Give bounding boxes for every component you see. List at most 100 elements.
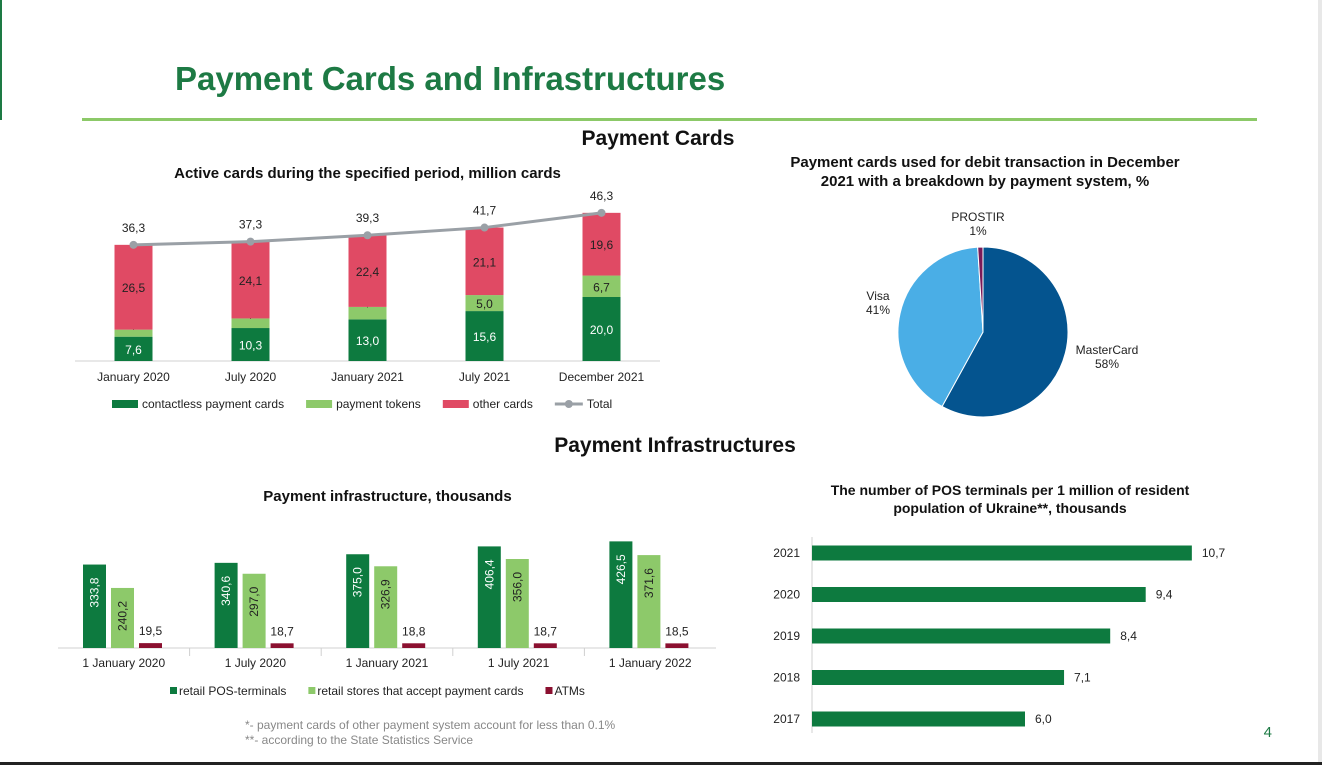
total-label: 39,3 [356, 211, 380, 225]
bar-atms-1-july-2021 [533, 643, 557, 648]
legend-label-total: Total [587, 397, 612, 411]
data-label-contactless-payment-cards-july-2020: 10,3 [239, 339, 263, 353]
bar-payment-tokens-january-2021 [348, 306, 387, 320]
bar-2017 [812, 711, 1025, 727]
section-title-cards: Payment Cards [581, 127, 735, 150]
right-edge-strip [1318, 0, 1322, 765]
bar-2019 [812, 628, 1111, 644]
bar-other-cards-december-2021 [582, 212, 621, 276]
total-point [129, 240, 138, 249]
data-label-contactless-payment-cards-july-2021: 15,6 [473, 330, 497, 344]
data-label-2020: 9,4 [1156, 588, 1173, 602]
legend-swatch-payment-tokens [306, 400, 333, 408]
chart-title-infrastructure: Payment infrastructure, thousands [263, 488, 512, 505]
data-label-other-cards-july-2020: 24,1 [239, 274, 263, 288]
pie-label-value-mastercard: 58% [1095, 357, 1119, 371]
y-tick-label: 2020 [773, 588, 800, 602]
bar-other-cards-january-2020 [114, 244, 153, 330]
data-label-retail-pos-terminals-1-january-2022: 426,5 [614, 554, 628, 584]
data-label-retail-stores-that-accept-payment-cards-1-january-2021: 326,9 [379, 579, 393, 609]
legend-swatch-contactless-payment-cards [112, 400, 138, 408]
data-label-2017: 6,0 [1035, 712, 1052, 726]
pie-label-value-prostir: 1% [969, 224, 987, 238]
bar-retail-stores-that-accept-payment-cards-1-july-2020 [242, 573, 266, 648]
total-label: 36,3 [122, 221, 146, 235]
data-label-2019: 8,4 [1120, 629, 1137, 643]
bar-atms-1-january-2020 [139, 643, 162, 648]
data-label-atms-1-january-2022: 18,5 [665, 624, 689, 638]
chart-title-active-cards: Active cards during the specified period… [174, 165, 561, 182]
x-tick-label: 1 January 2022 [609, 656, 692, 670]
footnote-1: *- payment cards of other payment system… [245, 718, 616, 732]
legend-label-contactless-payment-cards: contactless payment cards [142, 397, 284, 411]
data-label-retail-stores-that-accept-payment-cards-1-july-2020: 297,0 [247, 586, 261, 616]
legend-marker-total [564, 400, 573, 408]
pie-label-name-prostir: PROSTIR [951, 210, 1005, 224]
data-label-atms-1-july-2021: 18,7 [534, 624, 558, 638]
bar-contactless-payment-cards-december-2021 [582, 297, 621, 361]
y-tick-label: 2021 [773, 546, 800, 560]
bar-payment-tokens-december-2021 [582, 275, 621, 297]
y-tick-label: 2018 [773, 671, 800, 685]
pos-per-million-chart: 2021 10,7 2020 9,4 2019 8,4 2018 7,1 2017 6,0 [773, 537, 1226, 733]
bar-other-cards-january-2021 [348, 235, 387, 307]
data-label-other-cards-january-2020: 26,5 [122, 281, 146, 295]
data-label-contactless-payment-cards-january-2021: 13,0 [356, 334, 380, 348]
data-label-retail-stores-that-accept-payment-cards-1-july-2021: 356,0 [510, 572, 524, 602]
y-tick-label: 2019 [773, 629, 800, 643]
total-point [363, 231, 372, 240]
pie-slice-visa [897, 246, 984, 408]
bar-retail-pos-terminals-1-january-2020 [83, 564, 106, 648]
pie-label-value-visa: 41% [866, 303, 890, 317]
left-edge-line [0, 0, 2, 120]
data-label-retail-pos-terminals-1-july-2020: 340,6 [219, 576, 233, 606]
data-label-payment-tokens-july-2021: 5,0 [476, 297, 493, 311]
bar-retail-pos-terminals-1-january-2021 [346, 554, 370, 648]
legend-label-retail-stores-that-accept-payment-cards: retail stores that accept payment cards [317, 684, 523, 698]
bar-other-cards-july-2020 [231, 241, 270, 319]
bar-contactless-payment-cards-january-2021 [348, 319, 387, 361]
bar-retail-stores-that-accept-payment-cards-1-july-2021 [505, 559, 529, 648]
total-point [597, 208, 606, 217]
legend-label-retail-pos-terminals: retail POS-terminals [179, 684, 286, 698]
data-label-retail-pos-terminals-1-january-2021: 375,0 [351, 567, 365, 597]
data-label-payment-tokens-december-2021: 6,7 [593, 280, 610, 294]
data-label-2021: 10,7 [1202, 546, 1226, 560]
bar-retail-stores-that-accept-payment-cards-1-january-2020 [111, 587, 134, 648]
bar-2020 [812, 587, 1146, 602]
data-label-contactless-payment-cards-december-2021: 20,0 [590, 323, 614, 337]
slide-number: 4 [1263, 724, 1272, 741]
data-label-retail-pos-terminals-1-july-2021: 406,4 [482, 559, 496, 589]
section-title-infrastructures: Payment Infrastructures [554, 434, 796, 457]
pie-label-name-visa: Visa [866, 289, 889, 303]
x-tick-label: December 2021 [559, 370, 645, 384]
bar-other-cards-july-2021 [465, 227, 504, 296]
title-divider [82, 118, 1257, 121]
pie-slice-prostir [977, 246, 984, 333]
infrastructure-chart: 333,8 240,2 19,5 1 January 2020 340,6 297,0 18… [58, 541, 716, 698]
legend-label-atms: ATMs [554, 684, 584, 698]
pie-label-name-mastercard: MasterCard [1076, 343, 1139, 357]
data-label-retail-stores-that-accept-payment-cards-1-january-2022: 371,6 [642, 568, 656, 598]
data-label-2018: 7,1 [1074, 671, 1091, 685]
bar-retail-stores-that-accept-payment-cards-1-january-2021 [374, 566, 398, 648]
bar-contactless-payment-cards-july-2020 [231, 328, 270, 361]
x-tick-label: 1 January 2021 [346, 656, 429, 670]
legend-swatch-retail-pos-terminals [170, 687, 177, 694]
legend-label-payment-tokens: payment tokens [336, 397, 421, 411]
bar-payment-tokens-january-2020 [114, 329, 153, 337]
chart-title-pos-per-million: The number of POS terminals per 1 millio… [830, 482, 1190, 516]
legend-swatch-retail-stores-that-accept-payment-cards [308, 687, 316, 694]
total-point [480, 223, 489, 232]
footnote-2: **- according to the State Statistics Se… [245, 733, 474, 747]
total-label: 37,3 [239, 218, 263, 232]
data-label-atms-1-july-2020: 18,7 [270, 624, 294, 638]
x-tick-label: 1 July 2021 [488, 656, 550, 670]
x-tick-label: July 2020 [225, 370, 277, 384]
data-label-contactless-payment-cards-january-2020: 7,6 [125, 343, 142, 357]
bar-payment-tokens-july-2020 [231, 318, 270, 329]
bar-atms-1-july-2020 [270, 643, 294, 648]
legend-swatch-atms [545, 687, 553, 694]
pie-slice-mastercard [941, 246, 1069, 418]
